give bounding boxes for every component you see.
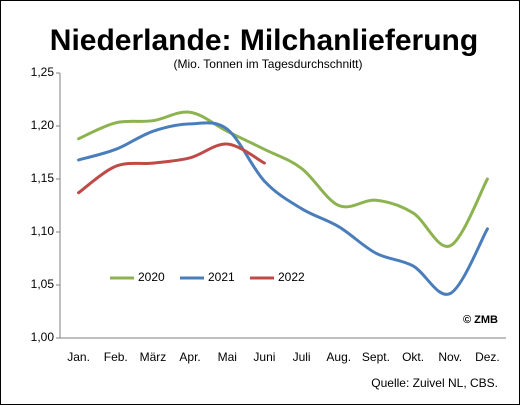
y-tick-label: 1,15 (31, 171, 55, 185)
annotation: © ZMB (463, 314, 498, 326)
y-tick-label: 1,10 (31, 224, 55, 238)
x-tick-label: Nov. (438, 350, 462, 364)
y-tick-label: 1,25 (31, 65, 55, 79)
series-line (77, 121, 489, 296)
legend-label: 2021 (208, 270, 235, 284)
legend-label: 2022 (278, 270, 305, 284)
legend-label: 2020 (138, 270, 165, 284)
chart-title: Niederlande: Milchanlieferung (50, 24, 478, 57)
series-line (77, 110, 489, 248)
chart-subtitle: (Mio. Tonnen im Tagesdurchschnitt) (174, 57, 363, 71)
x-tick-label: Mai (218, 350, 237, 364)
x-tick-label: Feb. (104, 350, 128, 364)
x-tick-label: Apr. (179, 350, 200, 364)
x-tick-label: März (140, 350, 167, 364)
y-tick-label: 1,00 (31, 330, 55, 344)
source: Quelle: Zuivel NL, CBS. (371, 376, 498, 390)
x-tick-label: Aug. (326, 350, 351, 364)
x-tick-label: Juni (253, 350, 275, 364)
series-line (77, 142, 266, 195)
x-tick-label: Dez. (475, 350, 500, 364)
y-tick-label: 1,05 (31, 277, 55, 291)
x-tick-label: Juli (293, 350, 311, 364)
y-tick-label: 1,20 (31, 118, 55, 132)
x-tick-label: Sept. (362, 350, 390, 364)
x-tick-label: Okt. (402, 350, 424, 364)
x-tick-label: Jan. (67, 350, 90, 364)
